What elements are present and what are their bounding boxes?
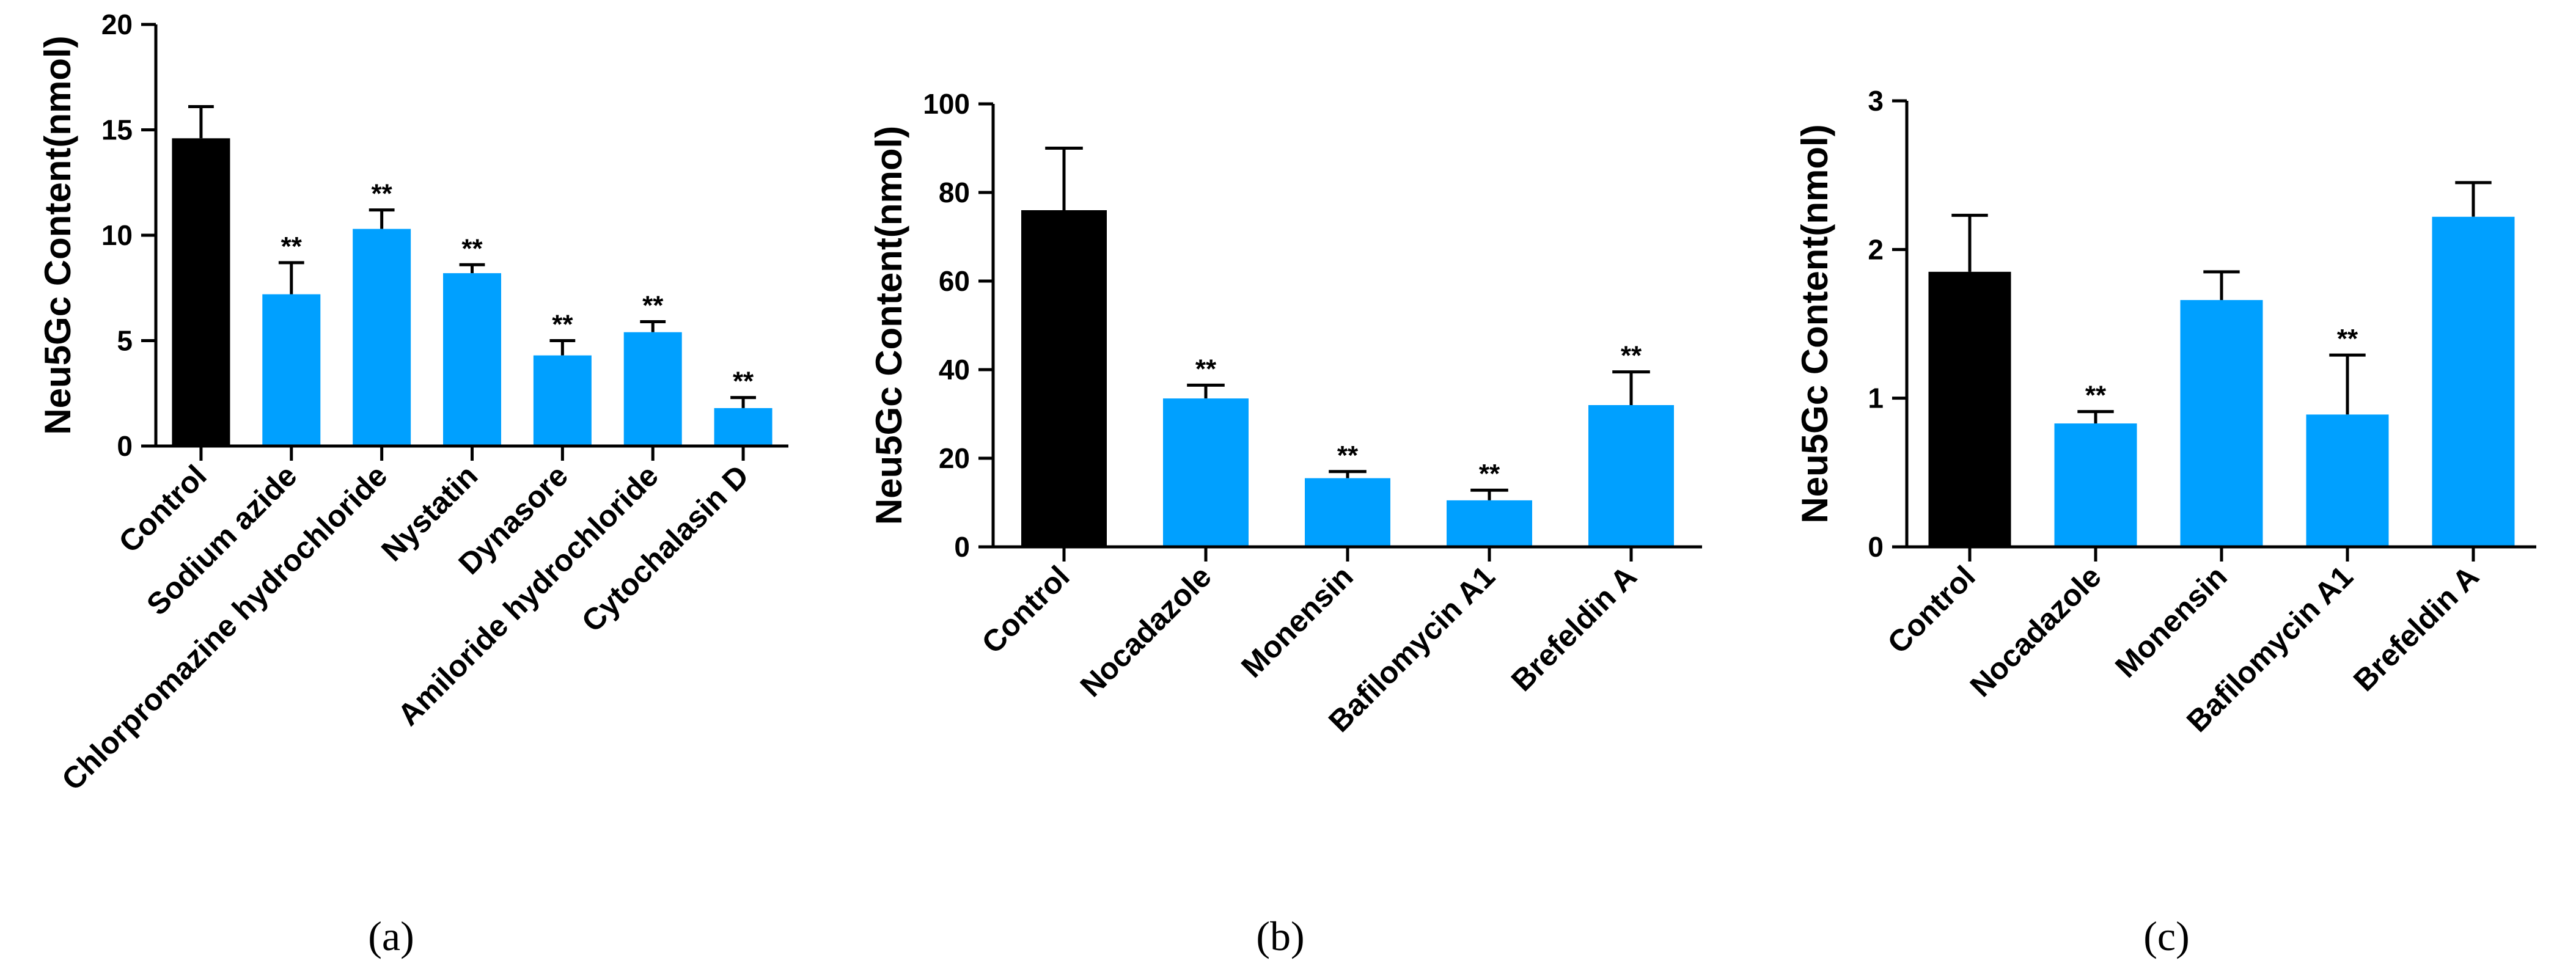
panel-label: (c) (2143, 913, 2189, 959)
category-label: Control (975, 559, 1076, 660)
y-tick-label: 3 (1868, 85, 1884, 117)
significance-label: ** (2085, 381, 2107, 411)
bar (714, 408, 772, 446)
significance-label: ** (281, 232, 303, 262)
y-tick-label: 0 (117, 430, 133, 462)
significance-label: ** (1621, 341, 1642, 371)
y-tick-label: 100 (923, 88, 970, 120)
bar (623, 332, 682, 446)
bar (353, 229, 411, 446)
category-label: Chlorpromazine hydrochloride (55, 458, 394, 797)
bar (1588, 405, 1674, 547)
bar (2180, 300, 2263, 547)
y-tick-label: 80 (939, 177, 970, 208)
significance-label: ** (372, 179, 393, 209)
bar (533, 355, 592, 446)
category-label: Nocadazole (1074, 559, 1218, 703)
y-tick-label: 15 (101, 114, 133, 146)
y-axis-title: Neu5Gc Content(nmol) (37, 35, 78, 434)
significance-label: ** (2337, 324, 2358, 354)
y-tick-label: 40 (939, 354, 970, 386)
significance-label: ** (733, 367, 754, 397)
significance-label: ** (552, 310, 573, 340)
bar (1021, 210, 1107, 547)
category-label: Control (1881, 559, 1982, 660)
bar (1447, 500, 1532, 547)
category-label: Monensin (1235, 559, 1360, 684)
category-label: Monensin (2108, 559, 2234, 684)
category-label: Cytochalasin D (575, 458, 755, 639)
bar (2432, 216, 2515, 547)
y-tick-label: 20 (101, 9, 133, 40)
bar (172, 138, 230, 447)
significance-label: ** (1337, 441, 1359, 470)
significance-label: ** (1479, 459, 1500, 489)
significance-label: ** (461, 233, 483, 263)
y-tick-label: 60 (939, 265, 970, 297)
bar (2306, 414, 2389, 547)
y-axis-title: Neu5Gc Content(nmol) (1794, 124, 1835, 523)
category-label: Brefeldin A (1505, 559, 1643, 698)
y-axis-title: Neu5Gc Content(nmol) (868, 126, 909, 525)
bar (2054, 423, 2137, 547)
bar (443, 273, 501, 446)
y-tick-label: 0 (954, 531, 970, 563)
panel-label: (a) (368, 913, 414, 959)
y-tick-label: 20 (939, 442, 970, 474)
y-tick-label: 5 (117, 325, 133, 357)
bar (1163, 398, 1249, 547)
panel-label: (b) (1256, 913, 1304, 959)
bar (262, 294, 321, 446)
bar (1928, 271, 2011, 547)
y-tick-label: 0 (1868, 531, 1884, 563)
y-tick-label: 1 (1868, 382, 1884, 414)
significance-label: ** (642, 290, 664, 320)
y-tick-label: 2 (1868, 233, 1884, 265)
significance-label: ** (1195, 354, 1217, 384)
category-label: Brefeldin A (2347, 559, 2486, 698)
y-tick-label: 10 (101, 219, 133, 251)
category-label: Nocadazole (1964, 559, 2108, 703)
bar (1305, 478, 1390, 547)
